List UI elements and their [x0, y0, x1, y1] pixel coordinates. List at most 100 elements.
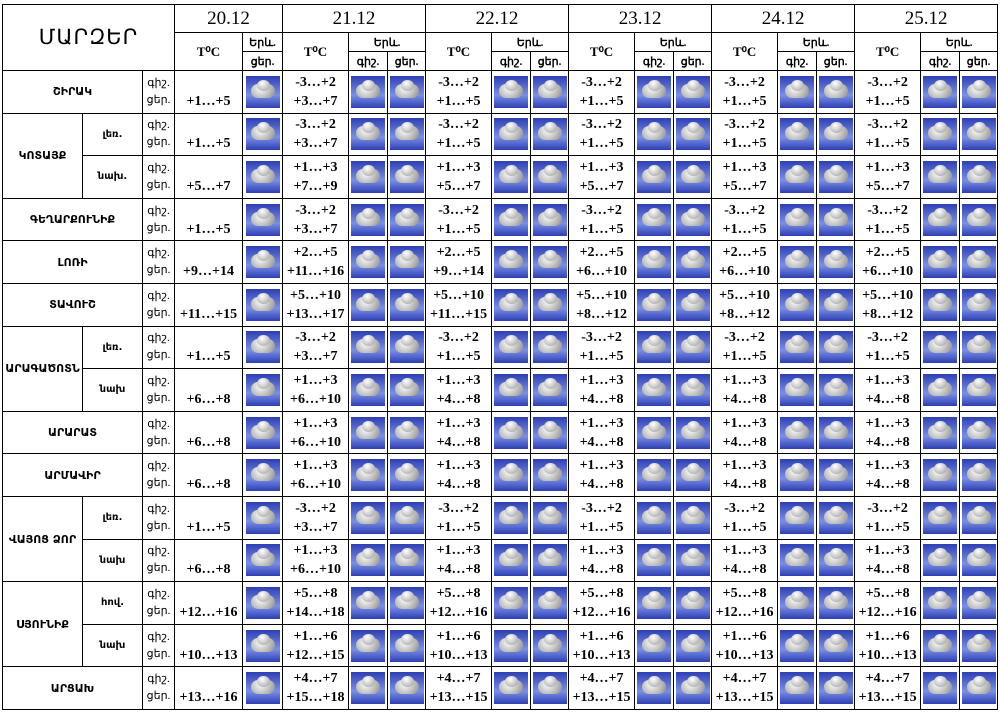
weather-icon	[532, 331, 567, 364]
icon-cell	[387, 538, 427, 583]
night-temp: +1…+6	[293, 628, 338, 644]
weather-icon	[675, 373, 710, 406]
temp-cell: +1…+3 +4…+8	[711, 538, 779, 583]
icon-cell	[777, 666, 818, 710]
night-temp: +5…+10	[433, 287, 485, 303]
day-temp: +4…+8	[722, 562, 767, 578]
region-row: նախ. գիշ. ցեր. +5…+7 +1…+3 +7…+9 +1…+3 +5…+7 +1…	[3, 155, 999, 199]
temp-cell: +9…+14	[174, 240, 244, 284]
region-header: ՄԱՐԶԵՐ	[1, 4, 176, 71]
icon-cell	[920, 623, 961, 668]
night-temp: -3…+2	[867, 117, 908, 133]
day-temp: +4…+8	[579, 562, 624, 578]
weather-icon	[818, 75, 853, 108]
region-row: նախ գիշ. ցեր. +10…+13 +1…+6 +12…+15 +1…+6 +10……	[3, 623, 999, 668]
temp-cell: +1…+3 +4…+8	[711, 368, 779, 412]
weather-icon	[245, 118, 280, 151]
spacer	[176, 499, 242, 518]
weather-icon	[961, 459, 996, 492]
date-header: 24.12	[711, 4, 856, 33]
header-row: ՄԱՐԶԵՐ 20.12 21.12 22.12 23.12 24.12 25.12	[1, 4, 999, 71]
day-temp: +12…+15	[286, 647, 345, 663]
temp-cell: -3…+2 +3…+7	[282, 495, 350, 540]
temp-cell: +4…+7 +13…+15	[711, 666, 779, 710]
night-header: գիշ.	[634, 51, 675, 71]
day-label: ցեր.	[146, 647, 171, 660]
weather-icon	[637, 672, 672, 705]
header-row: ցեր. գիշ. ցեր. գիշ. ցեր. գիշ. ցեր. գիշ. ցեր. գիշ.…	[3, 51, 999, 71]
temp-cell: -3…+2 +1…+5	[568, 70, 636, 114]
icon-cell	[348, 240, 389, 284]
night-temp: -3…+2	[867, 330, 908, 346]
weather-icon	[637, 544, 672, 577]
night-temp: -3…+2	[581, 202, 622, 218]
icon-cell	[777, 197, 818, 242]
temp-header: T⁰C	[568, 32, 636, 71]
day-temp: +4…+8	[722, 391, 767, 407]
weather-icon	[961, 586, 996, 619]
weather-icon	[245, 288, 280, 321]
weather-icon	[961, 544, 996, 577]
temp-cell: +1…+5	[174, 112, 244, 157]
weather-icon	[637, 373, 672, 406]
temp-cell: +1…+3 +4…+8	[854, 453, 922, 497]
temp-cell: +5…+8 +14…+18	[282, 581, 350, 625]
time-labels: գիշ. ցեր.	[141, 70, 176, 114]
icon-cell	[530, 453, 570, 497]
night-temp: +1…+3	[579, 159, 624, 175]
day-header: ցեր.	[242, 51, 284, 71]
temp-cell: +5…+8 +12…+16	[854, 581, 922, 625]
day-label: ցեր.	[146, 178, 171, 191]
weather-icon	[494, 203, 529, 236]
zone-name: նախ	[82, 368, 143, 412]
temp-cell: +1…+3 +5…+7	[711, 155, 779, 199]
day-label: ցեր.	[146, 477, 171, 490]
temp-cell: +1…+3 +4…+8	[425, 368, 493, 412]
night-temp: +1…+3	[436, 159, 481, 175]
icon-cell	[348, 666, 389, 710]
weather-icon	[923, 75, 958, 108]
temp-cell: +6…+8	[174, 410, 244, 455]
weather-icon	[532, 373, 567, 406]
temp-cell: +1…+3 +4…+8	[425, 410, 493, 455]
weather-icon	[245, 544, 280, 577]
weather-icon	[923, 118, 958, 151]
night-temp: +1…+3	[722, 543, 767, 559]
icon-cell	[816, 453, 856, 497]
time-labels: գիշ. ցեր.	[141, 410, 176, 455]
weather-icon	[494, 416, 529, 449]
temp-cell: -3…+2 +1…+5	[568, 197, 636, 242]
icon-cell	[673, 155, 713, 199]
time-labels: գիշ. ցեր.	[141, 623, 176, 668]
temp-cell: +1…+6 +10…+13	[854, 623, 922, 668]
icon-cell	[920, 410, 961, 455]
temp-cell: +4…+7 +15…+18	[282, 666, 350, 710]
icon-cell	[959, 112, 999, 157]
temp-cell: +1…+3 +6…+10	[282, 368, 350, 412]
temp-cell: -3…+2 +3…+7	[282, 325, 350, 370]
day-temp: +10…+13	[715, 647, 774, 663]
weather-icon	[637, 416, 672, 449]
weather-icon	[532, 160, 567, 193]
night-label: գիշ.	[147, 332, 170, 345]
day-temp: +1…+5	[579, 519, 624, 535]
icon-cell	[777, 453, 818, 497]
day-temp: +1…+5	[186, 93, 231, 109]
day-temp: +9…+14	[433, 264, 485, 280]
night-temp: +2…+5	[293, 245, 338, 261]
day-temp: +4…+8	[722, 434, 767, 450]
icon-cell	[348, 581, 389, 625]
icon-cell	[634, 70, 675, 114]
night-temp: -3…+2	[867, 202, 908, 218]
day-label: ցեր.	[146, 604, 171, 617]
icon-cell	[242, 155, 284, 199]
icon-cell	[634, 282, 675, 327]
temp-cell: +1…+3 +4…+8	[568, 368, 636, 412]
weather-icon	[532, 416, 567, 449]
icon-cell	[491, 623, 532, 668]
day-temp: +13…+16	[179, 690, 238, 706]
night-header: գիշ.	[777, 51, 818, 71]
temp-cell: -3…+2 +1…+5	[425, 70, 493, 114]
icon-cell	[959, 70, 999, 114]
night-temp: -3…+2	[295, 202, 336, 218]
